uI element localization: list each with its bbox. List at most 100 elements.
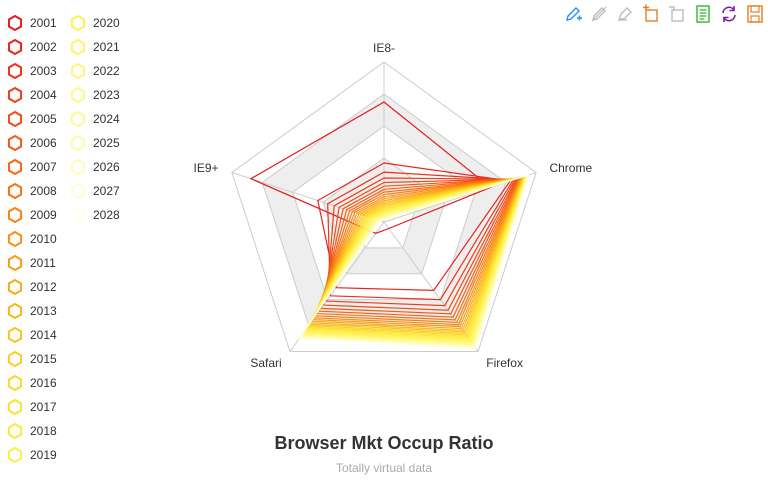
hexagon-icon [7,38,23,56]
hexagon-icon [7,230,23,248]
hexagon-icon [7,302,23,320]
legend-item-2006[interactable]: 2006 [6,133,57,153]
hexagon-icon [7,254,23,272]
legend-item-2018[interactable]: 2018 [6,421,57,441]
legend-label: 2015 [30,352,57,366]
legend-item-2009[interactable]: 2009 [6,205,57,225]
data-zoom-icon[interactable] [638,2,664,26]
legend-label: 2019 [30,448,57,462]
legend-item-2019[interactable]: 2019 [6,445,57,465]
legend-label: 2006 [30,136,57,150]
legend-label: 2027 [93,184,120,198]
legend-item-2001[interactable]: 2001 [6,13,57,33]
legend-item-2014[interactable]: 2014 [6,325,57,345]
legend-label: 2002 [30,40,57,54]
hexagon-icon [7,374,23,392]
hexagon-icon [7,326,23,344]
hexagon-icon [7,398,23,416]
legend-label: 2013 [30,304,57,318]
legend-item-2028[interactable]: 2028 [69,205,120,225]
hexagon-icon [70,62,86,80]
hexagon-icon [70,38,86,56]
axis-label-ie8: IE8- [373,41,395,55]
legend-item-2005[interactable]: 2005 [6,109,57,129]
hexagon-icon [70,182,86,200]
legend-label: 2007 [30,160,57,174]
radar-axis-labels: IE8- Chrome Firefox Safari IE9+ [193,41,592,370]
legend-item-2025[interactable]: 2025 [69,133,120,153]
legend-item-2024[interactable]: 2024 [69,109,120,129]
legend-item-2012[interactable]: 2012 [6,277,57,297]
legend-item-2013[interactable]: 2013 [6,301,57,321]
legend-label: 2009 [30,208,57,222]
radar-chart: IE8- Chrome Firefox Safari IE9+ [193,41,592,370]
legend-label: 2023 [93,88,120,102]
legend-item-2010[interactable]: 2010 [6,229,57,249]
mark-icon[interactable] [560,2,586,26]
restore-icon[interactable] [716,2,742,26]
legend-item-2011[interactable]: 2011 [6,253,56,273]
hexagon-icon [70,134,86,152]
hexagon-icon [7,86,23,104]
axis-label-firefox: Firefox [486,356,523,370]
legend-item-2022[interactable]: 2022 [69,61,120,81]
legend-label: 2025 [93,136,120,150]
legend: 2001 2002 2003 2004 2005 2006 2007 2008 2009 2010… [0,0,160,480]
legend-label: 2014 [30,328,57,342]
legend-label: 2017 [30,400,57,414]
legend-item-2015[interactable]: 2015 [6,349,57,369]
legend-label: 2004 [30,88,57,102]
hexagon-icon [70,206,86,224]
series-2028[interactable] [298,174,530,349]
legend-item-2027[interactable]: 2027 [69,181,120,201]
legend-label: 2022 [93,64,120,78]
hexagon-icon [7,158,23,176]
hexagon-icon [7,62,23,80]
legend-item-2003[interactable]: 2003 [6,61,57,81]
hexagon-icon [70,110,86,128]
hexagon-icon [7,14,23,32]
hexagon-icon [7,206,23,224]
mark-clear-icon[interactable] [612,2,638,26]
hexagon-icon [70,86,86,104]
legend-label: 2001 [30,16,57,30]
legend-label: 2008 [30,184,57,198]
legend-label: 2024 [93,112,120,126]
hexagon-icon [7,422,23,440]
axis-label-ie9: IE9+ [193,161,218,175]
hexagon-icon [7,182,23,200]
hexagon-icon [70,14,86,32]
hexagon-icon [7,110,23,128]
legend-item-2004[interactable]: 2004 [6,85,57,105]
legend-item-2020[interactable]: 2020 [69,13,120,33]
hexagon-icon [7,350,23,368]
legend-label: 2028 [93,208,120,222]
legend-item-2008[interactable]: 2008 [6,181,57,201]
legend-item-2007[interactable]: 2007 [6,157,57,177]
legend-item-2017[interactable]: 2017 [6,397,57,417]
mark-undo-icon[interactable] [586,2,612,26]
series-2001[interactable] [249,101,492,234]
legend-label: 2011 [30,256,56,270]
legend-item-2021[interactable]: 2021 [69,37,120,57]
data-zoom-reset-icon[interactable] [664,2,690,26]
legend-item-2023[interactable]: 2023 [69,85,120,105]
hexagon-icon [7,134,23,152]
axis-label-chrome: Chrome [549,161,592,175]
legend-label: 2018 [30,424,57,438]
legend-label: 2010 [30,232,57,246]
legend-item-2002[interactable]: 2002 [6,37,57,57]
legend-label: 2020 [93,16,120,30]
legend-item-2016[interactable]: 2016 [6,373,57,393]
axis-label-safari: Safari [250,356,281,370]
chart-title: Browser Mkt Occup Ratio [274,433,494,453]
data-view-icon[interactable] [690,2,716,26]
legend-label: 2021 [93,40,120,54]
legend-label: 2016 [30,376,57,390]
hexagon-icon [7,446,23,464]
hexagon-icon [70,158,86,176]
legend-item-2026[interactable]: 2026 [69,157,120,177]
chart-subtitle: Totally virtual data [335,461,433,475]
save-image-icon[interactable] [742,2,768,26]
legend-label: 2026 [93,160,120,174]
